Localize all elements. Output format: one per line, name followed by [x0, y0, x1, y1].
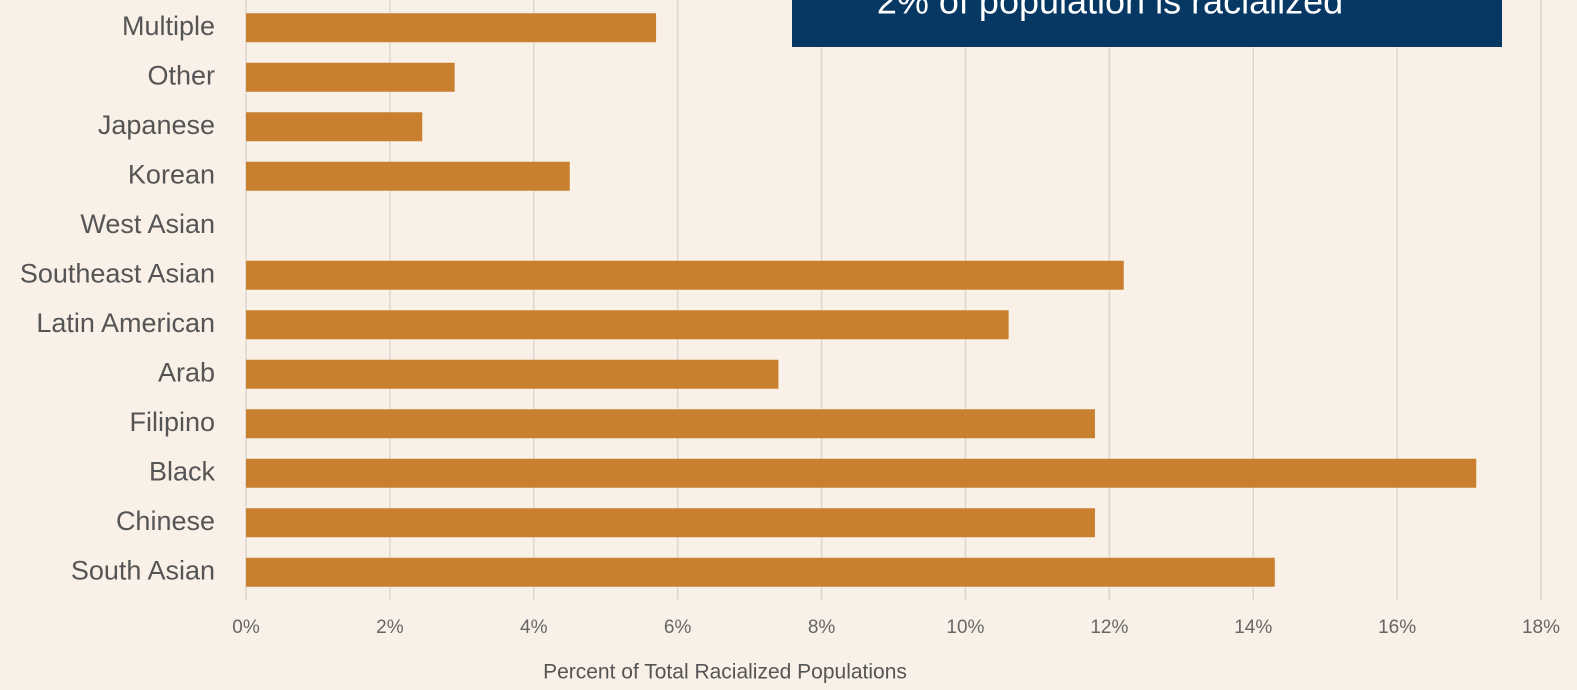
bar	[246, 13, 657, 43]
x-tick-label: 12%	[1090, 617, 1128, 638]
x-tick-label: 0%	[232, 617, 260, 638]
y-tick-label: Korean	[128, 159, 215, 189]
bar	[246, 62, 455, 92]
bar	[246, 359, 779, 389]
y-tick-label: West Asian	[80, 209, 215, 239]
annotation-box	[792, 0, 1502, 47]
y-tick-label: Other	[147, 60, 215, 90]
y-tick-label: Latin American	[36, 308, 215, 338]
y-tick-label: Arab	[158, 357, 215, 387]
y-tick-label: South Asian	[71, 555, 215, 585]
bar	[246, 508, 1095, 538]
bar	[246, 161, 570, 191]
y-tick-label: Chinese	[116, 506, 215, 536]
bar	[246, 557, 1275, 587]
bar	[246, 260, 1124, 290]
x-tick-label: 4%	[520, 617, 548, 638]
x-tick-label: 6%	[664, 617, 692, 638]
x-tick-label: 10%	[946, 617, 984, 638]
x-tick-label: 16%	[1378, 617, 1416, 638]
x-tick-label: 14%	[1234, 617, 1272, 638]
y-tick-label: Black	[149, 456, 216, 486]
y-tick-label: Southeast Asian	[20, 258, 215, 288]
bar	[246, 409, 1095, 439]
annotation: 2% of population is racialized	[877, 0, 1343, 22]
y-tick-label: Filipino	[129, 407, 215, 437]
x-tick-label: 18%	[1522, 617, 1560, 638]
x-axis-label: Percent of Total Racialized Populations	[543, 661, 907, 684]
y-tick-label: Japanese	[98, 110, 215, 140]
bar	[246, 112, 423, 142]
y-tick-label: Multiple	[122, 11, 215, 41]
x-tick-label: 8%	[808, 617, 836, 638]
x-tick-label: 2%	[376, 617, 404, 638]
bar	[246, 458, 1477, 488]
bar	[246, 310, 1009, 340]
